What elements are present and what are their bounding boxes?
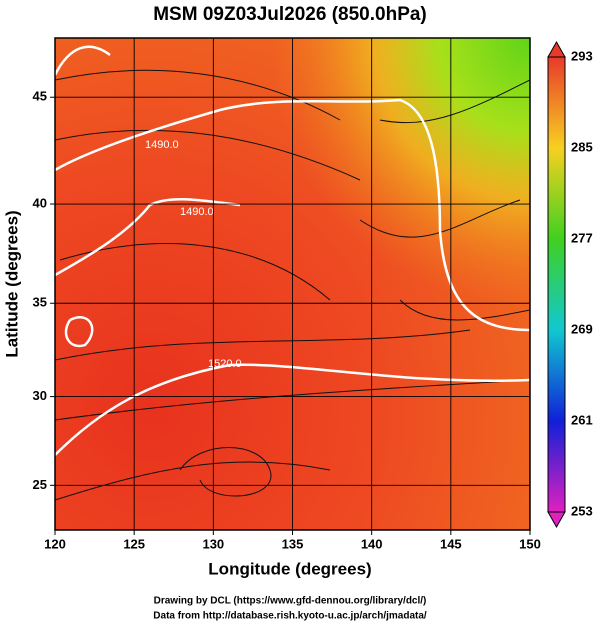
y-tick-label: 35 <box>33 295 47 310</box>
x-tick-label: 145 <box>440 536 462 551</box>
contour-label: 1490.0 <box>145 139 179 151</box>
colorbar-tick-label: 261 <box>571 412 593 427</box>
x-tick-label: 140 <box>361 536 383 551</box>
y-tick-label: 40 <box>33 195 47 210</box>
y-axis-label: Latitude (degrees) <box>2 210 21 357</box>
colorbar-extend-bottom <box>547 511 566 529</box>
x-tick-label: 125 <box>123 536 145 551</box>
colorbar-tick-label: 277 <box>571 230 593 245</box>
y-tick-label: 30 <box>33 388 47 403</box>
contours <box>55 45 530 456</box>
plot-frame <box>54 37 531 531</box>
x-axis-label: Longitude (degrees) <box>208 559 371 578</box>
credit-line: Drawing by DCL (https://www.gfd-dennou.o… <box>154 596 427 607</box>
contour-label: 1520.0 <box>208 358 242 370</box>
credit-line: Data from http://database.rish.kyoto-u.a… <box>153 611 427 622</box>
contour-label: 1490.0 <box>180 206 214 218</box>
y-tick-label: 45 <box>33 89 47 104</box>
colorbar <box>547 56 566 513</box>
chart-title: MSM 09Z03Jul2026 (850.0hPa) <box>153 4 427 25</box>
x-tick-label: 135 <box>282 536 304 551</box>
y-tick-label: 25 <box>33 477 47 492</box>
colorbar-tick-label: 293 <box>571 48 593 63</box>
axes: 120 125 130 135 140 145 150 25 30 35 40 45 253 261 269… <box>33 38 593 551</box>
colorbar-tick-label: 253 <box>571 503 593 518</box>
x-tick-label: 150 <box>519 536 541 551</box>
colorbar-extend-top <box>547 40 566 58</box>
x-tick-label: 120 <box>44 536 66 551</box>
x-tick-label: 130 <box>202 536 224 551</box>
colorbar-tick-label: 269 <box>571 321 593 336</box>
colorbar-tick-label: 285 <box>571 139 593 154</box>
